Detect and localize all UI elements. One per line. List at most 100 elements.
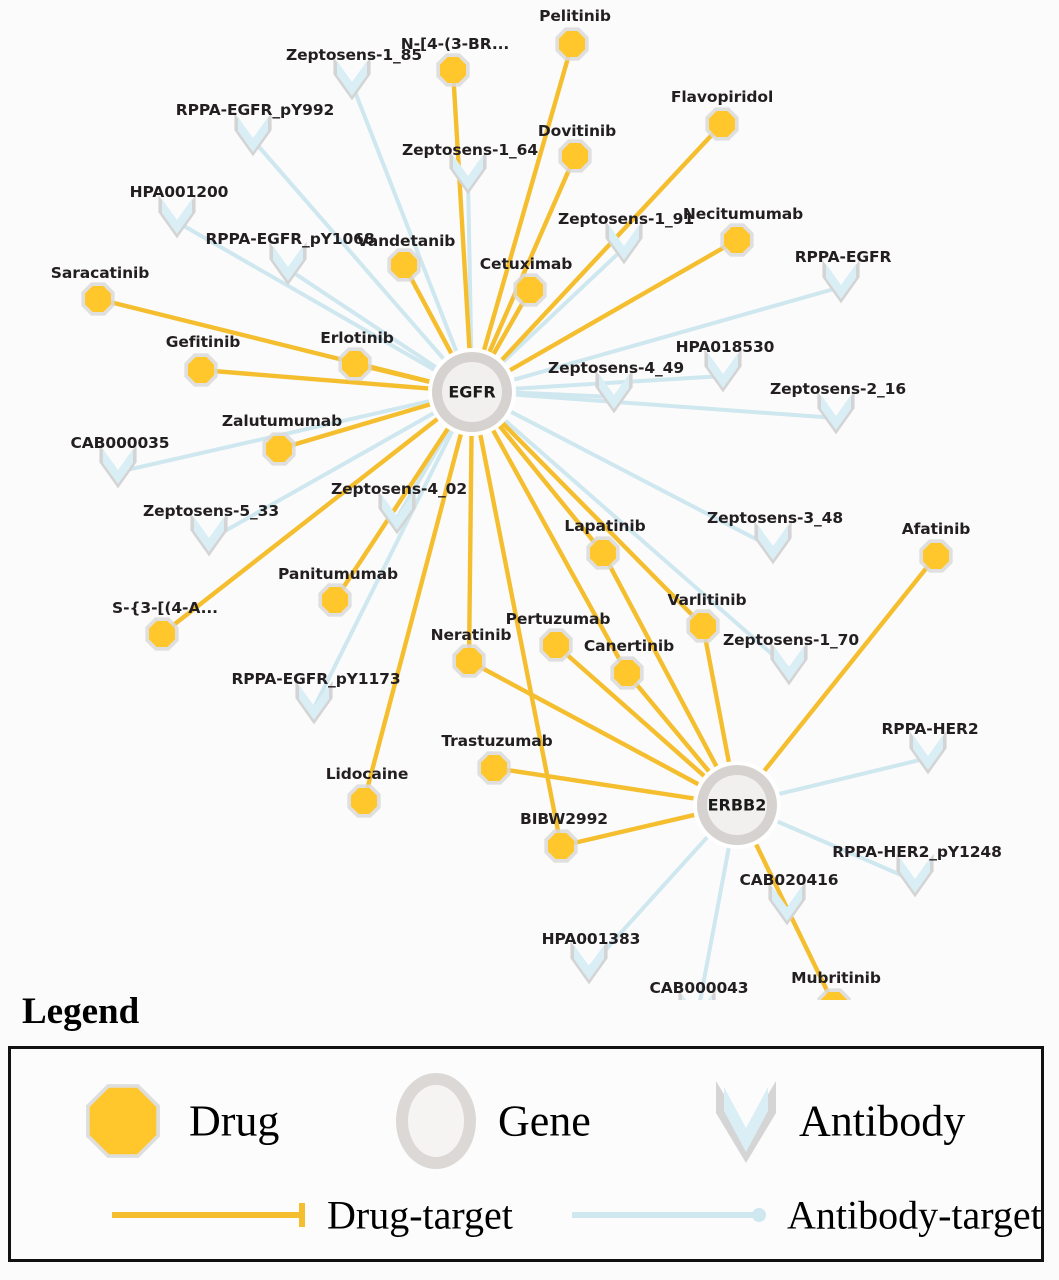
drug-node[interactable] [347,784,381,818]
antibody-node-label: RPPA-EGFR_pY1068 [205,230,375,248]
drug-node[interactable] [318,583,352,617]
drug-node[interactable] [387,248,421,282]
drug-node[interactable] [539,628,573,662]
antibody-node[interactable] [234,112,272,157]
antibody-node-label: Zeptosens-4_49 [547,359,685,377]
legend-label-gene: Gene [498,1096,591,1146]
drug-target-edge [487,407,705,628]
network-graph [81,27,953,1000]
antibody-target-edge [587,822,721,970]
drug-target-edge [493,765,714,804]
antibody-node-label: CAB000035 [70,434,170,452]
drug-node-label: Varlitinib [667,591,747,609]
drug-node-label: Mubritinib [791,969,881,987]
antibody-target-edge [497,374,724,392]
drug-node-label: Lapatinib [564,517,646,535]
antibody-node-label: RPPA-EGFR_pY1173 [231,670,401,688]
legend-label-drug: Drug [189,1096,280,1146]
drug-target-line-icon [112,1203,305,1227]
antibody-node-label: RPPA-EGFR_pY992 [175,101,335,119]
drug-node-label: Gefitinib [165,333,241,351]
antibody-target-edge [208,402,451,542]
drug-target-edge [700,625,735,782]
drug-node-label: Dovitinib [537,122,617,140]
drug-node-label: Pertuzumab [505,610,611,628]
drug-node-label: Cetuximab [479,255,573,273]
drug-node[interactable] [477,751,511,785]
drug-node[interactable] [513,273,547,307]
drug-node[interactable] [338,347,372,381]
antibody-target-edge [466,177,474,367]
drug-target-edge [278,396,450,452]
drug-node-label: Afatinib [901,520,971,538]
antibody-node-label: Zeptosens-2_16 [769,380,907,398]
drug-node-label: Erlotinib [320,329,394,347]
antibody-target-edge [286,267,452,379]
drug-node[interactable] [720,223,754,257]
antibody-chevron-icon [716,1081,776,1163]
antibody-target-edge [489,246,626,376]
drug-target-edge [474,415,564,847]
antibody-node[interactable] [822,259,860,304]
drug-node[interactable] [705,107,739,141]
antibody-node-label: Zeptosens-5_33 [142,502,280,520]
antibody-target-edge [176,220,451,381]
drug-target-edge [481,411,629,675]
drug-node-label: Neratinib [430,626,512,644]
drug-node-label: Zalutumumab [221,412,343,430]
antibody-target-edge [490,407,791,671]
drug-target-edge [450,69,473,369]
antibody-target-edge [312,414,462,709]
antibody-target-edge [698,830,735,1000]
drug-node[interactable] [919,539,953,573]
drug-node-label: Pelitinib [539,7,611,25]
drug-target-edge [467,659,717,796]
nodes-layer [81,27,953,1000]
drug-node[interactable] [436,53,470,87]
antibody-target-edge [251,138,457,374]
antibody-target-edge [494,401,774,550]
drug-node-label: N-[4-(3-BR... [400,35,510,53]
antibody-node-label: Zeptosens-3_48 [706,509,844,527]
drug-node[interactable] [262,432,296,466]
antibody-node[interactable] [754,520,792,565]
drug-target-edge [479,155,578,371]
antibody-node[interactable] [158,194,196,239]
drug-target-edge [625,671,724,788]
drug-target-edge [491,238,739,382]
drug-node[interactable] [610,656,644,690]
drug-node[interactable] [558,139,592,173]
antibody-node-label: HPA001383 [541,930,641,948]
antibody-node-label: RPPA-HER2 [881,720,979,738]
drug-node[interactable] [145,617,179,651]
drug-target-edge [333,410,461,602]
antibody-target-edge [761,756,929,800]
antibody-node-label: RPPA-EGFR [794,248,892,266]
drug-target-edge [601,551,728,785]
legend-title: Legend [22,991,140,1032]
drug-target-edge [402,263,463,372]
drug-target-edge [160,405,455,636]
drug-node[interactable] [555,27,589,61]
drug-target-edge [200,367,449,393]
legend-box: Drug Gene Antibody Drug-target Antibody-… [8,1046,1044,1262]
gene-node-inner [707,775,767,835]
drug-node[interactable] [81,282,115,316]
legend-label-antibody: Antibody [799,1096,966,1146]
drug-node-label: Trastuzumab [441,732,553,750]
drug-target-edge [466,415,474,662]
drug-node-label: Vandetanib [356,232,456,250]
drug-node[interactable] [686,609,720,643]
drug-target-edge [476,43,575,370]
antibody-node-label: RPPA-HER2_pY1248 [832,843,1002,861]
drug-octagon-icon [86,1084,160,1158]
drug-node[interactable] [586,536,620,570]
gene-node-inner [442,362,502,422]
drug-node[interactable] [184,353,218,387]
drug-node-label: Flavopiridol [670,88,774,106]
antibody-target-edge [350,83,465,369]
drug-node[interactable] [452,644,486,678]
drug-node[interactable] [544,829,578,863]
antibody-node-label: Zeptosens-1_70 [722,631,860,649]
